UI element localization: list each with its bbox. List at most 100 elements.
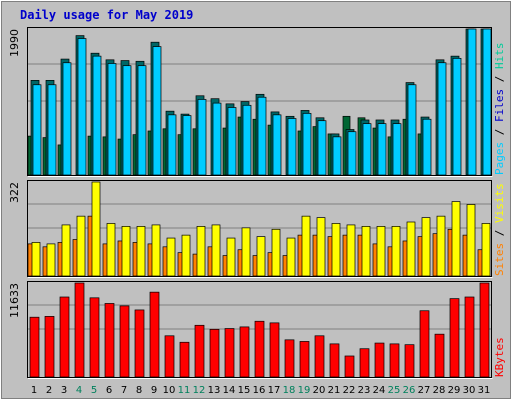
bar-top-files-27 [422,118,432,176]
bar-middle-visits-24 [376,226,386,277]
day-label-12: 12 [193,385,206,396]
bar-top-files-24 [377,123,387,176]
legend-bottom: KBytes [493,337,506,377]
bar-middle-visits-3 [61,224,71,277]
bar-top-files-9 [152,46,162,176]
day-label-18: 18 [283,385,296,396]
day-label-24: 24 [373,385,386,396]
bar-middle-visits-20 [316,217,326,277]
day-label-15: 15 [238,385,251,396]
day-label-14: 14 [223,385,236,396]
day-label-6: 6 [106,385,112,396]
legend-entry-visits: Visits [493,183,506,223]
bar-bottom-kbytes-3 [59,296,70,378]
bar-middle-visits-30 [466,204,476,277]
day-label-27: 27 [418,385,431,396]
legend-separator: / [493,69,506,89]
bar-bottom-kbytes-11 [179,341,190,378]
bar-middle-visits-21 [331,223,341,277]
day-label-4: 4 [76,385,82,396]
bar-middle-visits-31 [481,223,491,277]
bar-middle-visits-27 [421,217,431,277]
bar-bottom-kbytes-12 [194,324,205,378]
bar-middle-visits-4 [76,215,86,277]
bar-top-files-12 [197,99,207,176]
bar-bottom-kbytes-2 [44,316,55,378]
day-label-23: 23 [358,385,371,396]
bar-top-files-29 [452,57,462,176]
bar-bottom-kbytes-7 [119,305,130,378]
day-label-30: 30 [463,385,476,396]
bar-top-files-10 [167,114,177,176]
day-label-29: 29 [448,385,461,396]
bar-middle-visits-2 [46,243,56,277]
bar-bottom-kbytes-16 [254,320,265,378]
bar-middle-visits-10 [166,237,176,277]
bar-middle-visits-1 [31,242,41,277]
day-label-20: 20 [313,385,326,396]
bar-top-files-15 [242,104,252,176]
day-label-7: 7 [121,385,127,396]
bar-top-files-21 [332,136,342,176]
bar-top-files-6 [107,63,117,176]
day-label-26: 26 [403,385,416,396]
bar-top-files-30 [467,28,477,176]
bar-bottom-kbytes-15 [239,326,250,378]
bar-bottom-kbytes-22 [344,355,355,378]
bar-top-files-23 [362,123,372,176]
bar-top-files-14 [227,107,237,176]
panel-frame-middle [27,180,492,277]
legend-entry-sites: Sites [493,243,506,276]
legend-entry-files: Files [493,89,506,122]
bar-middle-visits-14 [226,237,236,277]
day-label-3: 3 [61,385,67,396]
day-label-31: 31 [478,385,491,396]
day-label-10: 10 [163,385,176,396]
legend-top: Pages / Files / Hits [493,43,506,176]
bar-middle-visits-26 [406,221,416,277]
bar-middle-visits-17 [271,228,281,277]
bar-top-files-28 [437,62,447,176]
bar-middle-visits-19 [301,215,311,277]
day-label-22: 22 [343,385,356,396]
bar-top-files-16 [257,96,267,176]
bar-bottom-kbytes-19 [299,341,310,378]
legend-entry-pages: Pages [493,142,506,175]
day-label-16: 16 [253,385,266,396]
legend-separator: / [493,122,506,142]
legend-separator: / [493,223,506,243]
bar-top-files-1 [32,84,42,176]
bar-top-files-5 [92,55,102,176]
bar-top-files-8 [137,65,147,176]
bar-bottom-kbytes-21 [329,343,340,378]
bar-top-files-2 [47,84,57,176]
bar-middle-visits-18 [286,237,296,277]
bar-bottom-kbytes-4 [74,282,85,378]
bar-middle-visits-25 [391,226,401,277]
day-label-13: 13 [208,385,221,396]
day-label-11: 11 [178,385,191,396]
bar-bottom-kbytes-28 [434,333,445,378]
day-label-17: 17 [268,385,281,396]
bar-middle-visits-13 [211,224,221,277]
bar-bottom-kbytes-26 [404,344,415,378]
bar-bottom-kbytes-29 [449,298,460,378]
bar-top-files-20 [317,120,327,176]
legend-entry-hits: Hits [493,43,506,70]
bar-top-files-22 [347,131,357,176]
bar-bottom-kbytes-25 [389,343,400,378]
bar-bottom-kbytes-17 [269,322,280,378]
day-label-25: 25 [388,385,401,396]
bar-top-files-11 [182,115,192,176]
ymax-label-bottom: 11633 [8,283,21,318]
bar-top-files-13 [212,102,222,176]
bar-top-files-4 [77,38,87,176]
bar-top-files-31 [482,28,492,176]
bar-middle-visits-9 [151,224,161,277]
bar-middle-visits-7 [121,226,131,277]
day-label-5: 5 [91,385,97,396]
bar-bottom-kbytes-14 [224,328,235,378]
